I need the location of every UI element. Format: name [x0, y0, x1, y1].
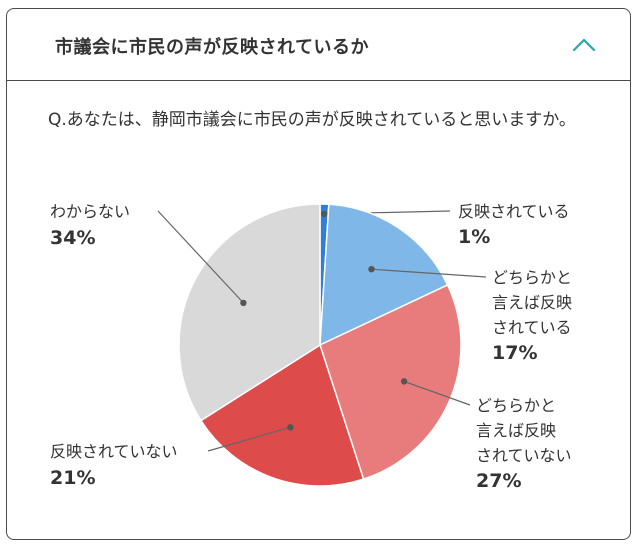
pie-slice	[319, 283, 462, 481]
leader-dot	[320, 210, 328, 218]
slice-label: されていない	[476, 446, 572, 465]
slice-label: どちらかと	[476, 396, 556, 415]
slice-percent: 34%	[50, 227, 95, 249]
slice-label: されている	[492, 318, 572, 337]
slice-percent: 27%	[476, 470, 521, 492]
slice-label: 言えば反映	[476, 421, 556, 440]
leader-dot	[400, 378, 408, 385]
card-header[interactable]: 市議会に市民の声が反映されているか	[7, 9, 630, 81]
leader-dot	[368, 266, 375, 273]
leader-line	[371, 268, 487, 278]
leader-line	[207, 426, 291, 452]
slice-percent: 17%	[492, 342, 537, 364]
chevron-up-icon[interactable]	[570, 31, 598, 59]
slice-label: 反映されている	[458, 202, 570, 221]
survey-question: Q.あなたは、静岡市議会に市民の声が反映されていると思いますか。	[48, 110, 576, 130]
slice-percent: 1%	[458, 226, 490, 248]
card-title: 市議会に市民の声が反映されているか	[55, 37, 369, 58]
leader-line	[157, 210, 244, 304]
slice-label: 反映されていない	[50, 442, 178, 461]
slice-label: 言えば反映	[492, 293, 572, 312]
pie-slice	[199, 343, 365, 487]
leader-line	[403, 380, 471, 406]
slice-label: どちらかと	[492, 268, 572, 287]
leader-dot	[287, 424, 294, 431]
pie-slice	[178, 203, 321, 422]
leader-dot	[240, 299, 247, 307]
slice-label: わからない	[50, 202, 130, 221]
slice-percent: 21%	[50, 467, 95, 489]
